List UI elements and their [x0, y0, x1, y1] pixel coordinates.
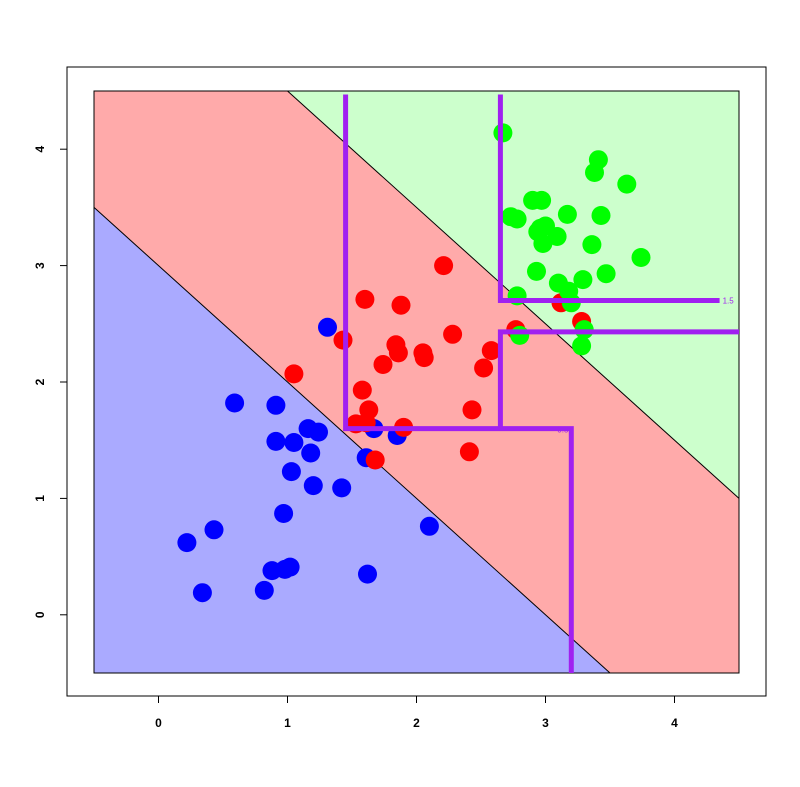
point-series-3: [588, 150, 608, 170]
point-series-3: [532, 190, 552, 210]
point-series-2: [284, 364, 304, 384]
point-series-2: [365, 450, 385, 470]
point-series-3: [572, 336, 592, 356]
y-tick-label: 3: [33, 262, 47, 269]
point-series-3: [557, 204, 577, 224]
y-tick-label: 2: [33, 378, 47, 385]
point-series-1: [309, 422, 328, 442]
point-series-1: [192, 583, 212, 603]
point-series-3: [617, 174, 637, 194]
x-tick-label: 4: [671, 716, 678, 730]
point-series-2: [388, 343, 408, 363]
point-series-1: [332, 478, 352, 498]
point-series-3: [631, 248, 651, 267]
plot-region-border: [93, 90, 740, 674]
point-series-1: [358, 564, 377, 584]
point-series-1: [301, 443, 321, 463]
point-series-1: [204, 520, 224, 540]
point-series-2: [355, 289, 375, 309]
point-series-2: [481, 341, 501, 361]
contour-line-3: [497, 329, 739, 429]
boundary-line-1: [93, 207, 611, 674]
point-series-2: [474, 358, 494, 378]
point-series-3: [493, 123, 513, 143]
point-series-2: [352, 380, 372, 400]
contour-label-2: 1.5: [723, 297, 735, 306]
contour-label-1: 0.5: [557, 426, 569, 435]
point-series-1: [281, 462, 301, 482]
y-tick-label: 0: [33, 611, 47, 618]
point-series-2: [459, 442, 479, 462]
point-series-1: [419, 516, 439, 536]
point-series-3: [533, 234, 553, 253]
point-series-2: [359, 400, 379, 420]
point-series-2: [443, 324, 463, 344]
point-series-1: [280, 557, 300, 577]
x-axis: 0 1 2 3 4: [155, 695, 678, 730]
decision-regions: [94, 91, 739, 673]
x-tick-label: 3: [542, 716, 549, 730]
point-series-2: [333, 330, 353, 350]
y-axis: 0 1 2 3 4: [33, 146, 68, 618]
point-series-3: [547, 227, 567, 246]
point-series-1: [284, 433, 304, 452]
point-series-1: [274, 504, 294, 523]
y-tick-label: 4: [33, 146, 47, 153]
point-series-3: [510, 325, 530, 345]
point-series-2: [391, 295, 411, 315]
point-series-1: [177, 533, 197, 553]
region-red: [94, 91, 739, 673]
point-series-1: [266, 431, 286, 451]
point-series-2: [414, 348, 434, 368]
point-series-2: [434, 256, 454, 276]
point-series-2: [373, 355, 393, 374]
image-region-border: [93, 90, 740, 674]
x-tick-label: 0: [155, 716, 162, 730]
y-tick-label: 1: [33, 495, 47, 502]
point-series-3: [527, 261, 546, 281]
point-series-1: [225, 393, 245, 413]
point-series-1: [254, 580, 274, 600]
point-series-1: [266, 395, 286, 415]
contour-lines: 0.5 1.5: [343, 94, 739, 673]
x-tick-label: 2: [413, 716, 420, 730]
point-series-3: [573, 270, 593, 290]
point-series-3: [582, 235, 602, 255]
point-series-2: [462, 400, 482, 420]
point-series-3: [591, 206, 611, 225]
contour-line-1: [343, 94, 574, 673]
point-series-3: [596, 264, 616, 284]
point-series-1: [303, 476, 323, 496]
point-series-3: [507, 209, 527, 229]
x-tick-label: 1: [284, 716, 291, 730]
contour-line-2: [497, 94, 720, 303]
point-series-1: [318, 317, 337, 337]
